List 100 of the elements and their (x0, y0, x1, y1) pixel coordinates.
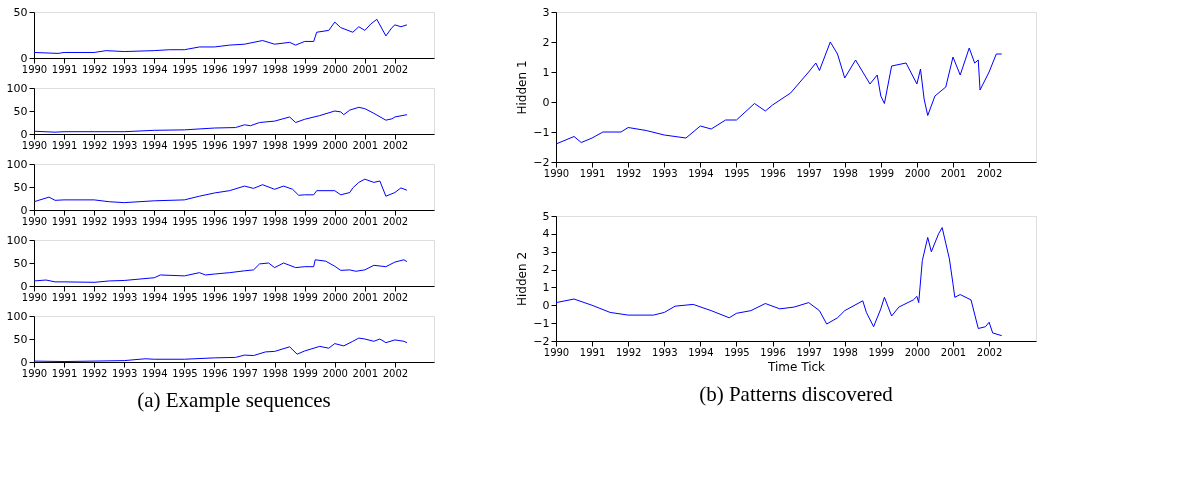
y-tick-label: 50 (13, 180, 28, 194)
line-series (33, 259, 408, 283)
x-tick-label: 1992 (615, 346, 642, 358)
x-tick-label: 1991 (579, 167, 606, 179)
x-tick-label: 1999 (292, 215, 318, 227)
x-tick-label: 1998 (262, 215, 288, 227)
x-tick-label: 1992 (615, 167, 642, 179)
x-tick-label: 1999 (292, 63, 318, 75)
x-tick-label: 1997 (796, 167, 822, 179)
x-tick-label: 1999 (868, 167, 895, 179)
x-tick-label: 1992 (81, 63, 108, 75)
x-tick-label: 1999 (292, 367, 318, 379)
x-tick-label: 1994 (142, 139, 168, 151)
y-tick-label: 50 (13, 256, 28, 270)
x-tick-label: 1998 (832, 167, 858, 179)
x-tick-label: 1991 (51, 139, 78, 151)
y-axis-title: Hidden 1 (515, 60, 530, 115)
x-tick-label: 2001 (940, 346, 967, 358)
y-tick-label: 2 (542, 35, 550, 49)
line-series (33, 106, 408, 133)
x-tick-label: 2001 (940, 167, 967, 179)
y-tick-label: 0 (20, 203, 28, 217)
x-tick-label: 2001 (352, 139, 379, 151)
x-tick-label: 1997 (232, 139, 258, 151)
line-series (33, 18, 408, 54)
x-tick-label: 2000 (904, 346, 931, 358)
x-tick-label: 1990 (543, 346, 570, 358)
x-tick-label: 1991 (51, 367, 78, 379)
x-tick-label: 1994 (142, 291, 168, 303)
x-tick-label: 2002 (382, 215, 409, 227)
x-tick-label: 2002 (382, 63, 409, 75)
y-tick-label: 0 (20, 279, 28, 293)
y-tick-label: −1 (533, 316, 550, 330)
y-tick-label: −2 (533, 155, 550, 169)
x-tick-label: 1993 (652, 167, 678, 179)
x-tick-label: 2002 (382, 291, 409, 303)
x-tick-label: 1998 (262, 367, 288, 379)
x-tick-label: 2000 (904, 167, 931, 179)
x-tick-label: 1997 (232, 367, 258, 379)
x-tick-label: 2001 (352, 63, 379, 75)
line-series (33, 178, 408, 204)
x-tick-label: 2001 (352, 291, 379, 303)
y-tick-label: 1 (542, 280, 550, 294)
y-tick-label: 4 (542, 227, 550, 241)
text: (b) Patterns discovered (699, 382, 894, 406)
x-tick-label: 1991 (579, 346, 606, 358)
y-axis-title: Hidden 2 (515, 251, 530, 307)
x-tick-label: 2000 (322, 139, 348, 151)
x-tick-label: 1991 (51, 291, 78, 303)
x-tick-label: 1994 (142, 63, 168, 75)
x-tick-label: 1993 (112, 139, 138, 151)
x-tick-label: 1996 (760, 167, 786, 179)
x-tick-label: 1990 (21, 367, 48, 379)
x-tick-label: 1993 (112, 367, 138, 379)
x-tick-label: 1990 (21, 291, 48, 303)
x-tick-label: 1992 (81, 367, 108, 379)
x-tick-label: 1996 (202, 63, 228, 75)
x-tick-label: 1993 (112, 63, 138, 75)
x-tick-label: 2002 (382, 367, 409, 379)
x-tick-label: 1990 (21, 63, 48, 75)
line-series (555, 41, 1003, 145)
y-tick-label: 100 (6, 157, 28, 171)
x-tick-label: 1995 (172, 215, 198, 227)
line-series (33, 337, 408, 363)
x-tick-label: 1999 (292, 139, 318, 151)
x-tick-label: 2000 (322, 291, 348, 303)
y-tick-label: 2 (542, 263, 550, 277)
y-tick-label: 50 (13, 5, 28, 19)
x-tick-label: 1993 (112, 291, 138, 303)
x-tick-label: 1996 (202, 139, 228, 151)
x-tick-label: 1995 (172, 291, 198, 303)
text: (a) Example sequences (137, 388, 331, 412)
x-tick-label: 1993 (652, 346, 678, 358)
x-tick-label: 1991 (51, 63, 78, 75)
x-axis-title: Time Tick (766, 359, 826, 374)
y-tick-label: 3 (542, 5, 550, 19)
x-tick-label: 1997 (796, 346, 822, 358)
y-tick-label: 100 (6, 233, 28, 247)
x-tick-label: 1996 (202, 291, 228, 303)
x-tick-label: 1996 (760, 346, 786, 358)
y-tick-label: 100 (6, 309, 28, 323)
x-tick-label: 1997 (232, 63, 258, 75)
x-tick-label: 2001 (352, 367, 379, 379)
x-tick-label: 1999 (868, 346, 895, 358)
x-tick-label: 1995 (172, 63, 198, 75)
x-tick-label: 1997 (232, 215, 258, 227)
x-tick-label: 1992 (81, 291, 108, 303)
y-tick-label: 3 (542, 245, 550, 259)
y-tick-label: 1 (542, 65, 550, 79)
y-tick-label: 5 (542, 209, 550, 223)
x-tick-label: 2000 (322, 367, 348, 379)
x-tick-label: 2002 (976, 167, 1003, 179)
x-tick-label: 1992 (81, 139, 108, 151)
y-tick-label: 0 (20, 51, 28, 65)
x-tick-label: 1994 (688, 167, 714, 179)
x-tick-label: 2001 (352, 215, 379, 227)
x-tick-label: 1994 (688, 346, 714, 358)
x-tick-label: 1994 (142, 215, 168, 227)
y-tick-label: 50 (13, 104, 28, 118)
x-tick-label: 1995 (724, 346, 750, 358)
